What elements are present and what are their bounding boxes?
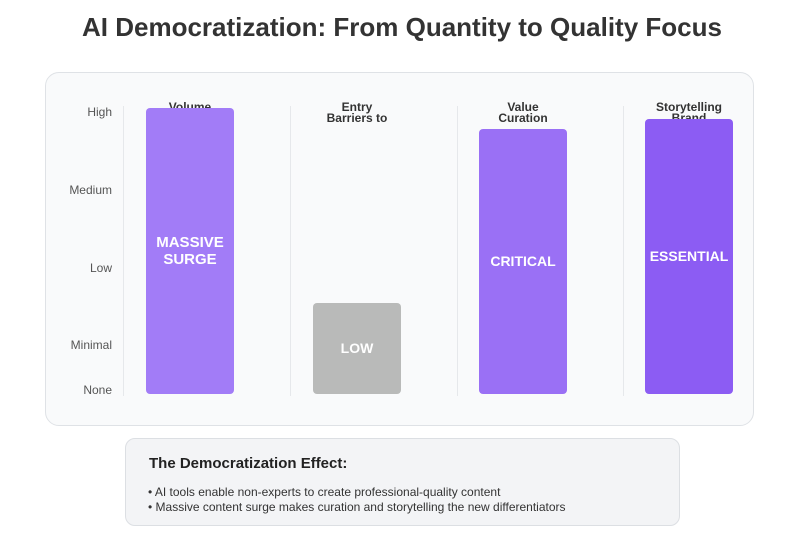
bar: LOW [313,303,401,394]
bar-label: MASSIVE SURGE [156,234,224,269]
effect-note-list: • AI tools enable non-experts to create … [148,485,566,515]
column-divider [623,106,624,396]
bar-label: ESSENTIAL [649,247,729,264]
bar: MASSIVE SURGE [146,108,234,394]
chart-title: AI Democratization: From Quantity to Qua… [82,12,722,42]
bar: CRITICAL [479,129,567,394]
column-divider [290,106,291,396]
category-label: Entry Barriers to [326,100,388,125]
category-label: Value Curation [498,100,548,125]
y-tick-label: Minimal [70,338,112,352]
column-divider [123,106,124,396]
y-tick-label: High [87,105,112,119]
effect-note-box: The Democratization Effect: • AI tools e… [125,438,680,526]
bar-label: LOW [340,340,374,357]
effect-note-title: The Democratization Effect: [149,455,348,472]
y-tick-label: Low [89,261,112,275]
bar: ESSENTIAL [645,118,733,394]
y-tick-label: Medium [69,183,112,197]
effect-note-item: • AI tools enable non-experts to create … [148,485,501,499]
effect-note-item: • Massive content surge makes curation a… [148,500,566,514]
column-divider [457,106,458,396]
bar-label: CRITICAL [490,253,556,270]
y-tick-label: None [83,383,112,397]
